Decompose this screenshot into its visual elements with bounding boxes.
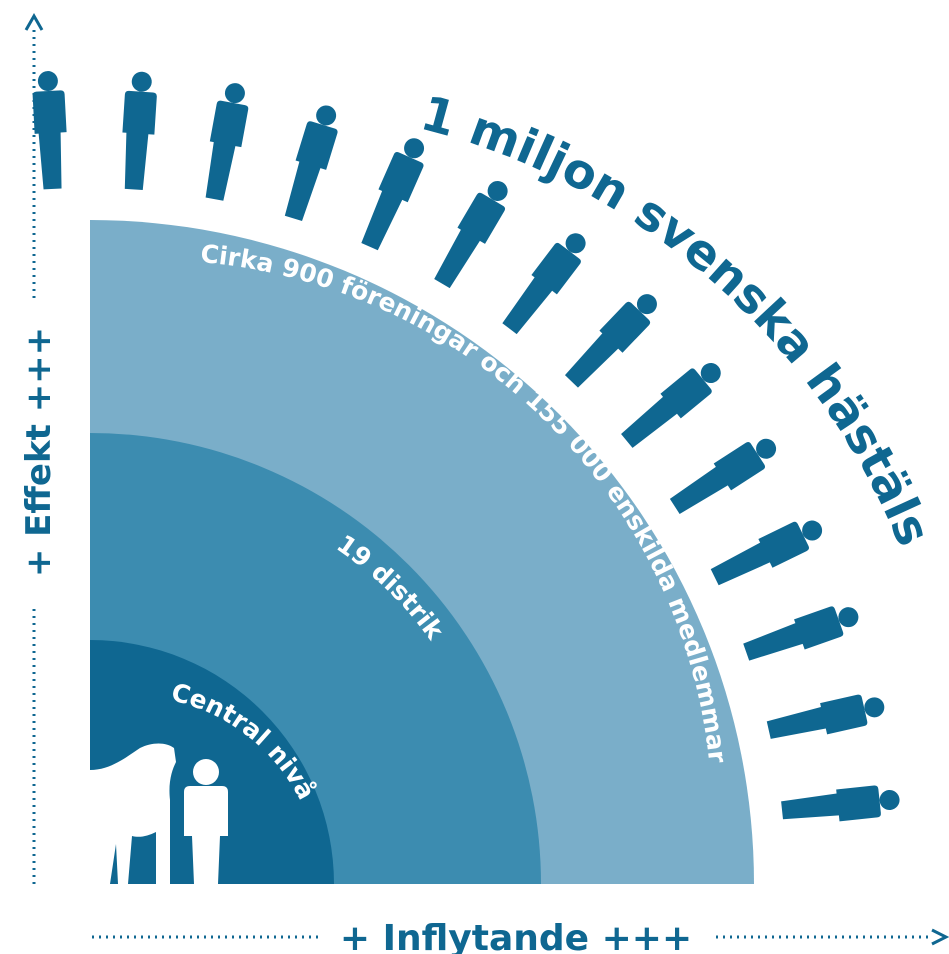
x-axis-arrow-icon: [931, 928, 949, 946]
person-icon: [122, 71, 157, 190]
horse-icon: [90, 743, 176, 884]
person-icon: [284, 105, 338, 222]
person-icon: [361, 138, 425, 251]
person-icon: [205, 83, 249, 201]
y-axis-label: + Effekt +++: [19, 327, 59, 577]
person-icon: [184, 759, 228, 884]
person-icon: [564, 294, 657, 388]
y-axis-arrow-icon: [24, 12, 44, 31]
person-icon: [766, 694, 885, 739]
person-icon: [32, 71, 67, 190]
person-icon: [669, 438, 777, 514]
person-icon: [502, 233, 586, 335]
person-icon: [621, 363, 721, 448]
person-icon: [710, 520, 823, 586]
x-axis-label: + Inflytande +++: [340, 918, 692, 954]
person-icon: [743, 606, 859, 661]
people-crowd: [32, 71, 900, 822]
person-icon: [781, 785, 900, 822]
person-icon: [434, 180, 508, 289]
